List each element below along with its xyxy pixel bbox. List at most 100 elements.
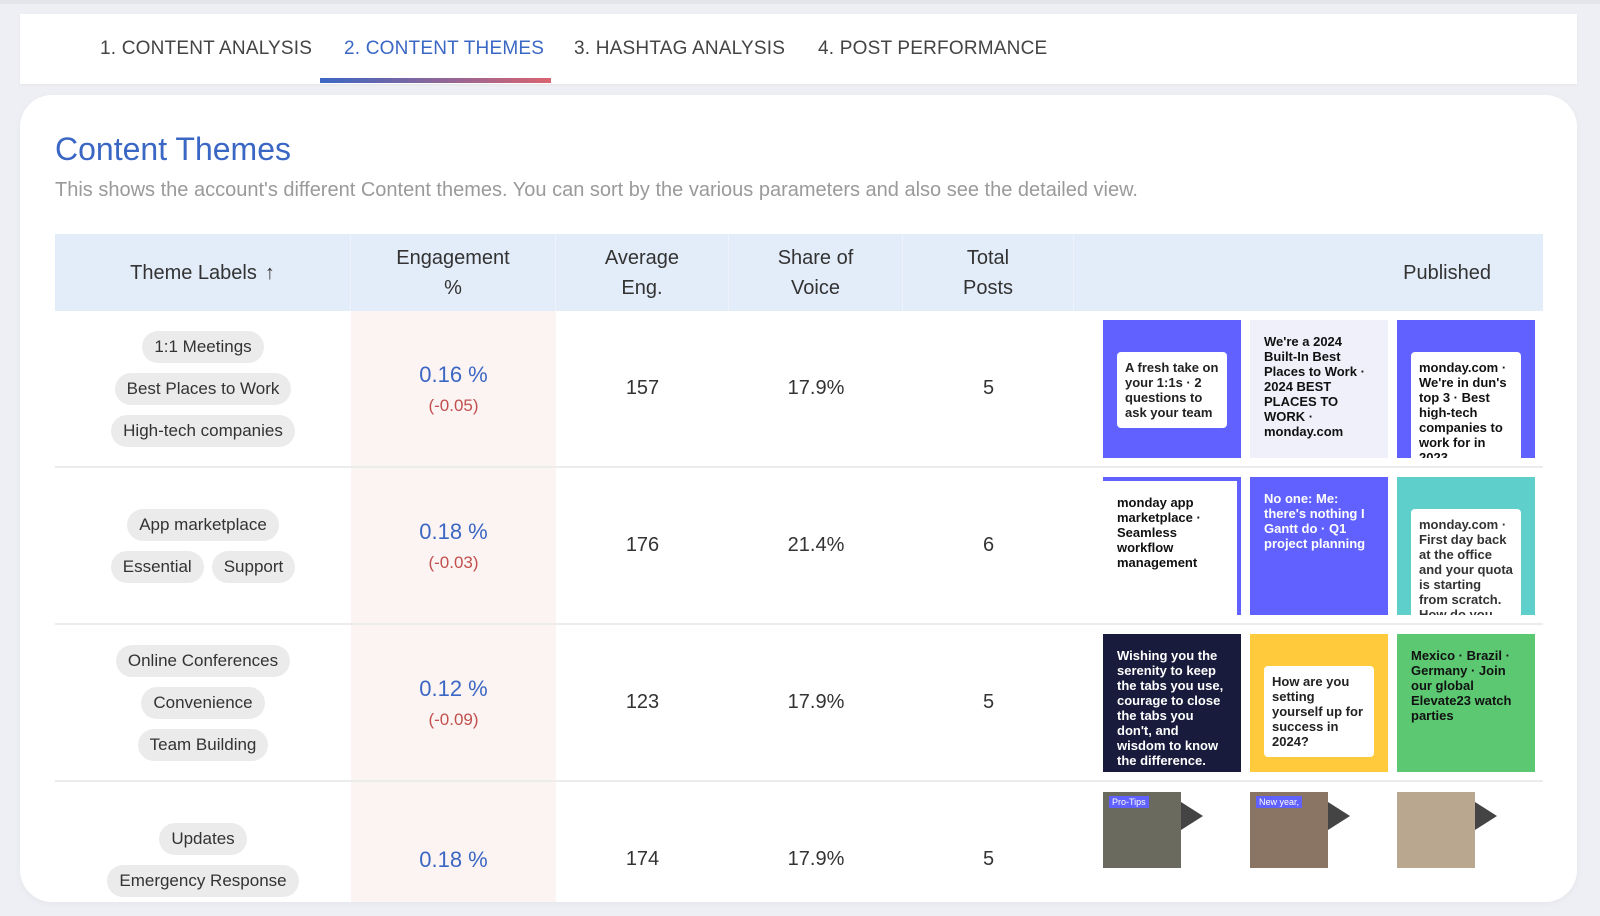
header-theme-labels[interactable]: Theme Labels ↑ [55, 234, 351, 311]
engagement-cell: 0.18 % [351, 782, 556, 902]
active-tab-indicator [320, 78, 551, 83]
theme-label-pill[interactable]: Convenience [141, 686, 265, 719]
theme-labels-cell: Online Conferences Convenience Team Buildi… [55, 625, 351, 780]
play-icon [1328, 802, 1350, 830]
published-thumbnails: Wishing you the serenity to keep the tab… [1074, 625, 1543, 780]
page-subtitle: This shows the account's different Conte… [55, 179, 1138, 201]
header-published: Published [1074, 234, 1543, 311]
engagement-value: 0.16 % [419, 361, 488, 387]
theme-label-pill[interactable]: High-tech companies [111, 414, 295, 447]
arrow-up-icon: ↑ [264, 261, 275, 284]
header-label: Engagement % [396, 246, 510, 299]
post-thumbnail[interactable]: monday.com · We're in dun's top 3 · Best… [1397, 319, 1535, 458]
video-caption: New year, [1256, 796, 1303, 808]
header-total-posts[interactable]: Total Posts [903, 234, 1074, 311]
table-row[interactable]: 1:1 Meetings Best Places to Work High-tech… [55, 311, 1543, 468]
total-posts-cell: 5 [982, 377, 995, 399]
header-engagement[interactable]: Engagement % [351, 234, 556, 311]
tab-post-performance[interactable]: 4. POST PERFORMANCE [818, 38, 1048, 59]
video-frame: New year, [1250, 792, 1328, 868]
header-share-of-voice[interactable]: Share of Voice [729, 234, 903, 311]
total-posts-cell: 5 [982, 691, 995, 713]
thumbnail-text: monday.com · First day back at the offic… [1411, 508, 1521, 615]
engagement-cell: 0.18 % (-0.03) [351, 468, 556, 623]
theme-label-pill[interactable]: Best Places to Work [114, 372, 292, 405]
top-border [0, 0, 1600, 4]
table-row[interactable]: App marketplace Essential Support 0.18 % (-0… [55, 468, 1543, 625]
engagement-delta: (-0.03) [428, 552, 479, 572]
theme-label-pill[interactable]: Emergency Response [107, 864, 299, 897]
post-thumbnail[interactable]: We're a 2024 Built-In Best Places to Wor… [1250, 319, 1388, 458]
theme-labels-cell: App marketplace Essential Support [55, 468, 351, 623]
page-title: Content Themes [55, 131, 291, 167]
video-thumbnail[interactable] [1397, 792, 1535, 870]
theme-label-pill[interactable]: Support [211, 550, 296, 583]
post-thumbnail[interactable]: No one: Me: there's nothing I Gantt do ·… [1250, 476, 1388, 615]
total-posts-cell: 5 [982, 848, 995, 870]
share-of-voice-cell: 21.4% [787, 534, 845, 556]
thumbnail-text: Mexico · Brazil · Germany · Join our glo… [1411, 647, 1512, 723]
post-thumbnail[interactable]: Mexico · Brazil · Germany · Join our glo… [1397, 633, 1535, 772]
tab-content-themes[interactable]: 2. CONTENT THEMES [344, 38, 545, 59]
theme-label-list: Online Conferences Convenience Team Buildi… [55, 644, 351, 761]
header-average-eng[interactable]: Average Eng. [556, 234, 729, 311]
themes-table: Theme Labels ↑ Engagement % Average Eng. … [55, 234, 1543, 902]
engagement-cell: 0.16 % (-0.05) [351, 311, 556, 466]
engagement-value: 0.18 % [419, 846, 488, 872]
share-of-voice-cell: 17.9% [787, 848, 845, 870]
theme-label-pill[interactable]: Team Building [137, 728, 269, 761]
engagement-cell: 0.12 % (-0.09) [351, 625, 556, 780]
video-frame [1397, 792, 1475, 868]
tab-hashtag-analysis[interactable]: 3. HASHTAG ANALYSIS [574, 38, 786, 59]
theme-label-list: Updates Emergency Response [55, 822, 351, 897]
post-thumbnail[interactable]: Wishing you the serenity to keep the tab… [1103, 633, 1241, 772]
thumbnail-text: We're a 2024 Built-In Best Places to Wor… [1264, 333, 1365, 439]
header-label: Share of Voice [777, 246, 854, 299]
header-label: Theme Labels [130, 261, 257, 284]
theme-label-pill[interactable]: 1:1 Meetings [142, 330, 264, 363]
play-icon [1475, 802, 1497, 830]
post-thumbnail[interactable]: monday.com · First day back at the offic… [1397, 476, 1535, 615]
engagement-value: 0.18 % [419, 518, 488, 544]
theme-labels-cell: 1:1 Meetings Best Places to Work High-tech… [55, 311, 351, 466]
table-body: 1:1 Meetings Best Places to Work High-tech… [55, 311, 1543, 902]
tab-bar: 1. CONTENT ANALYSIS 2. CONTENT THEMES 3.… [20, 14, 1577, 84]
tab-content-analysis[interactable]: 1. CONTENT ANALYSIS [100, 38, 313, 59]
video-thumbnail[interactable]: New year, [1250, 792, 1388, 870]
header-label: Total Posts [962, 246, 1014, 299]
theme-label-pill[interactable]: Online Conferences [115, 644, 291, 677]
average-eng-cell: 123 [625, 691, 660, 713]
content-themes-card: Content Themes This shows the account's … [20, 95, 1577, 902]
theme-label-list: 1:1 Meetings Best Places to Work High-tech… [55, 330, 351, 447]
engagement-delta: (-0.09) [428, 709, 479, 729]
video-frame: Pro-Tips [1103, 792, 1181, 868]
theme-label-pill[interactable]: Essential [110, 550, 204, 583]
theme-label-list: App marketplace Essential Support [55, 508, 351, 583]
theme-label-pill[interactable]: App marketplace [127, 508, 279, 541]
thumbnail-text: Wishing you the serenity to keep the tab… [1117, 647, 1224, 768]
post-thumbnail[interactable]: A fresh take on your 1:1s · 2 questions … [1103, 319, 1241, 458]
video-thumbnail[interactable]: Pro-Tips [1103, 792, 1241, 870]
total-posts-cell: 6 [982, 534, 995, 556]
thumbnail-text: No one: Me: there's nothing I Gantt do ·… [1264, 490, 1366, 551]
engagement-delta: (-0.05) [428, 395, 479, 415]
table-row[interactable]: Online Conferences Convenience Team Buildi… [55, 625, 1543, 782]
thumbnail-text: How are you setting yourself up for succ… [1264, 665, 1374, 757]
average-eng-cell: 174 [625, 848, 660, 870]
engagement-value: 0.12 % [419, 675, 488, 701]
theme-label-pill[interactable]: Updates [159, 822, 247, 855]
share-of-voice-cell: 17.9% [787, 377, 845, 399]
published-thumbnails: monday app marketplace · Seamless workfl… [1074, 468, 1543, 623]
post-thumbnail[interactable]: monday app marketplace · Seamless workfl… [1103, 476, 1241, 615]
share-of-voice-cell: 17.9% [787, 691, 845, 713]
published-thumbnails: A fresh take on your 1:1s · 2 questions … [1074, 311, 1543, 466]
theme-labels-cell: Updates Emergency Response [55, 782, 351, 902]
thumbnail-text: A fresh take on your 1:1s · 2 questions … [1117, 351, 1227, 428]
header-label: Published [1403, 261, 1491, 284]
table-row[interactable]: Updates Emergency Response 0.18 % 174 17.9% 5… [55, 782, 1543, 902]
header-label: Average Eng. [604, 246, 680, 299]
video-caption: Pro-Tips [1109, 796, 1149, 808]
post-thumbnail[interactable]: How are you setting yourself up for succ… [1250, 633, 1388, 772]
thumbnail-text: monday app marketplace · Seamless workfl… [1117, 494, 1201, 570]
